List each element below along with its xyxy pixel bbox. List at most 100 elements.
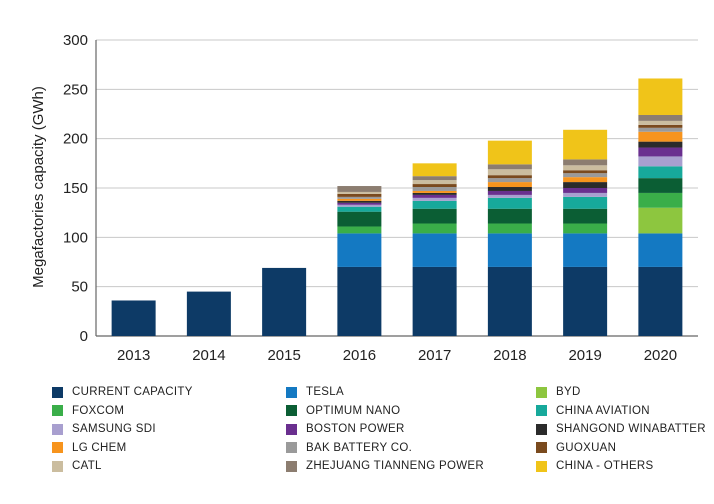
y-tick-label: 50	[71, 279, 88, 296]
bar-segment-foxcom-2018	[487, 223, 532, 234]
bar-segment-catl-2018	[487, 169, 532, 176]
legend-swatch	[536, 460, 547, 472]
legend-item: CHINA - OTHERS	[536, 458, 654, 474]
bar-segment-china-aviation-2016	[337, 206, 382, 212]
legend-swatch	[52, 423, 63, 435]
legend-item: FOXCOM	[52, 403, 124, 419]
bar-segment-bak-battery-co--2018	[487, 178, 532, 183]
bar-segment-boston-power-2020	[638, 147, 683, 157]
legend-item: SAMSUNG SDI	[52, 421, 156, 437]
bar-segment-tesla-2019	[563, 233, 608, 267]
legend-label: CHINA AVIATION	[556, 404, 650, 417]
bar-segment-samsung-sdi-2018	[487, 194, 532, 198]
bar-segment-catl-2019	[563, 165, 608, 171]
bar-segment-catl-2017	[412, 180, 457, 185]
legend-swatch	[52, 460, 63, 472]
bar-segment-catl-2016	[337, 191, 382, 194]
bar-segment-foxcom-2019	[563, 223, 608, 234]
bar-segment-china-others-2019	[563, 129, 608, 160]
bar-segment-current-capacity-2020	[638, 266, 683, 336]
bar-segment-samsung-sdi-2017	[412, 197, 457, 201]
legend-label: BOSTON POWER	[306, 423, 405, 436]
x-tick-label: 2019	[568, 347, 601, 364]
legend-item: CATL	[52, 458, 102, 474]
bar-segment-bak-battery-co--2016	[337, 196, 382, 199]
y-tick-label: 300	[63, 32, 88, 49]
legend-item: CURRENT CAPACITY	[52, 384, 193, 400]
x-tick-label: 2015	[267, 347, 300, 364]
bar-segment-guoxuan-2016	[337, 193, 382, 197]
bar-stacks	[111, 78, 683, 336]
bar-segment-boston-power-2016	[337, 202, 382, 205]
legend-item: SHANGOND WINABATTER	[536, 421, 706, 437]
bar-segment-foxcom-2017	[412, 223, 457, 234]
legend-label: FOXCOM	[72, 404, 125, 417]
bar-segment-guoxuan-2018	[487, 175, 532, 179]
bar-segment-tesla-2018	[487, 233, 532, 267]
legend-label: LG CHEM	[72, 441, 127, 454]
bar-segment-current-capacity-2013	[111, 300, 156, 336]
bar-segment-guoxuan-2020	[638, 124, 683, 128]
bar-segment-lg-chem-2019	[563, 177, 608, 183]
bar-segment-lg-chem-2020	[638, 131, 683, 142]
legend-swatch	[52, 386, 63, 398]
legend-swatch	[286, 442, 297, 454]
bar-segment-tesla-2016	[337, 233, 382, 267]
bar-segment-optimum-nano-2020	[638, 178, 683, 193]
legend-label: GUOXUAN	[556, 441, 617, 454]
bar-segment-optimum-nano-2017	[412, 208, 457, 224]
bar-segment-current-capacity-2017	[412, 266, 457, 336]
legend-swatch	[52, 442, 63, 454]
bar-segment-shangond-winabatter-2020	[638, 141, 683, 148]
legend-item: ZHEJUANG TIANNENG POWER	[286, 458, 484, 474]
bar-segment-china-aviation-2020	[638, 166, 683, 179]
bar-segment-china-aviation-2018	[487, 197, 532, 209]
bar-segment-zhejuang-tianneng-power-2018	[487, 164, 532, 170]
y-axis-title: Megafactories capacity (GWh)	[30, 86, 47, 288]
legend-item: OPTIMUM NANO	[286, 403, 400, 419]
bar-segment-optimum-nano-2016	[337, 211, 382, 227]
legend-swatch	[536, 386, 547, 398]
legend-item: BAK BATTERY CO.	[286, 440, 412, 456]
legend-label: OPTIMUM NANO	[306, 404, 401, 417]
bar-segment-foxcom-2016	[337, 226, 382, 234]
legend-item: BOSTON POWER	[286, 421, 405, 437]
y-tick-label: 200	[63, 131, 88, 148]
legend-swatch	[286, 460, 297, 472]
bar-segment-lg-chem-2018	[487, 182, 532, 188]
legend-label: BAK BATTERY CO.	[306, 441, 413, 454]
y-tick-labels: 0 50 100 150 200 250 300	[63, 32, 88, 345]
bar-segment-china-aviation-2019	[563, 196, 608, 209]
legend-item: GUOXUAN	[536, 440, 616, 456]
bar-segment-zhejuang-tianneng-power-2016	[337, 186, 382, 192]
x-tick-label: 2014	[192, 347, 225, 364]
bar-segment-china-others-2018	[487, 140, 532, 165]
bar-segment-samsung-sdi-2020	[638, 156, 683, 167]
bar-segment-optimum-nano-2019	[563, 208, 608, 224]
bar-segment-bak-battery-co--2020	[638, 127, 683, 132]
bar-segment-current-capacity-2018	[487, 266, 532, 336]
legend-label: BYD	[556, 386, 581, 398]
legend-swatch	[536, 405, 547, 417]
bar-segment-china-others-2020	[638, 78, 683, 115]
bar-segment-catl-2020	[638, 120, 683, 125]
legend-label: ZHEJUANG TIANNENG POWER	[306, 460, 484, 473]
legend-item: LG CHEM	[52, 440, 127, 456]
bar-segment-foxcom-2020	[638, 192, 683, 208]
bar-segment-lg-chem-2017	[412, 190, 457, 193]
legend-swatch	[286, 386, 297, 398]
legend-swatch	[286, 423, 297, 435]
x-tick-label: 2020	[644, 347, 677, 364]
bar-segment-guoxuan-2019	[563, 170, 608, 174]
legend-label: TESLA	[306, 386, 344, 398]
bar-segment-samsung-sdi-2016	[337, 204, 382, 207]
bar-segment-guoxuan-2017	[412, 184, 457, 188]
y-tick-label: 250	[63, 81, 88, 98]
bar-segment-optimum-nano-2018	[487, 208, 532, 224]
legend-label: CHINA - OTHERS	[556, 460, 654, 473]
bar-segment-shangond-winabatter-2017	[412, 192, 457, 195]
legend-item: BYD	[536, 384, 581, 400]
bar-segment-china-others-2017	[412, 163, 457, 177]
bar-segment-boston-power-2019	[563, 188, 608, 193]
